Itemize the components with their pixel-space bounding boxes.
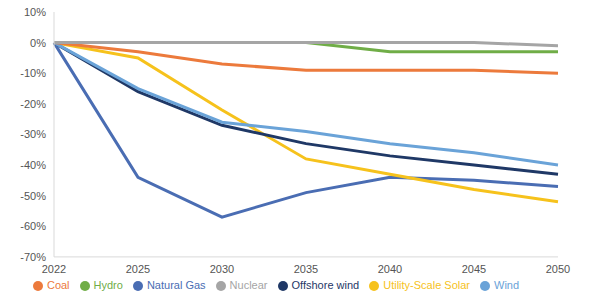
html-text:Nuclear: Nuclear (229, 278, 268, 291)
svg-text:2022: 2022 (42, 263, 66, 275)
html-text:Coal: Coal (46, 278, 70, 291)
svg-text:2035: 2035 (294, 263, 318, 275)
svg-text:-40%: -40% (20, 159, 46, 171)
svg-text:-50%: -50% (20, 190, 46, 202)
svg-text:2050: 2050 (546, 263, 570, 275)
svg-text:-60%: -60% (20, 220, 46, 232)
svg-text:10%: 10% (24, 6, 46, 18)
html-text:Natural Gas: Natural Gas (146, 278, 206, 291)
html-text:Utility-Scale Solar: Utility-Scale Solar (383, 278, 470, 291)
svg-text:2030: 2030 (210, 263, 234, 275)
svg-text:-30%: -30% (20, 128, 46, 140)
html-text:Offshore wind: Offshore wind (291, 278, 360, 291)
svg-text:2040: 2040 (378, 263, 402, 275)
html-text:Wind: Wind (494, 278, 520, 291)
svg-text:0%: 0% (30, 37, 46, 49)
html-text:Hydro: Hydro (93, 278, 123, 291)
svg-text:2045: 2045 (462, 263, 486, 275)
svg-text:-10%: -10% (20, 67, 46, 79)
svg-text:-70%: -70% (20, 251, 46, 263)
svg-text:-20%: -20% (20, 98, 46, 110)
svg-text:2025: 2025 (126, 263, 150, 275)
